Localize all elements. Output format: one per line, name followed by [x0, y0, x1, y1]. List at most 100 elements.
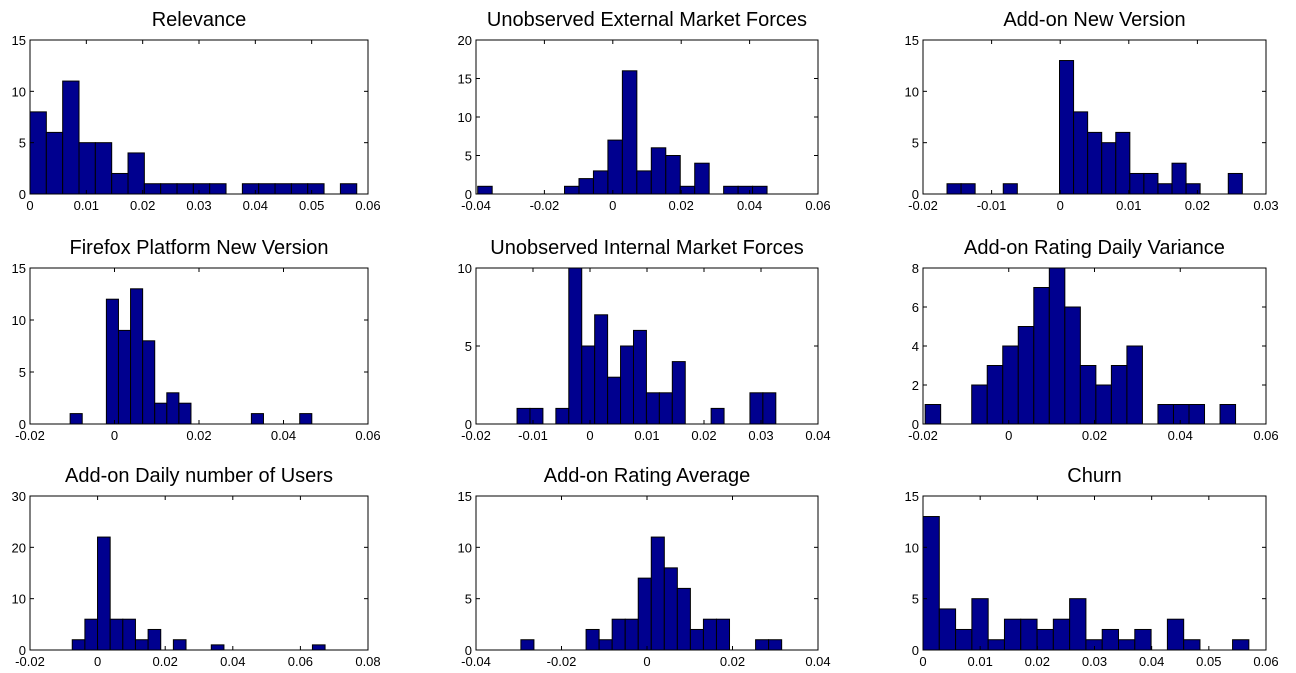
y-tick-label: 5: [465, 149, 472, 164]
histogram-bar: [689, 628, 704, 651]
histogram-bar: [1073, 111, 1089, 195]
histogram-bar: [1188, 404, 1206, 425]
histogram-bar: [1002, 345, 1019, 425]
histogram-bar: [1157, 404, 1174, 425]
y-tick-label: 10: [458, 261, 472, 276]
y-tick-label: 15: [458, 72, 472, 87]
x-tick-label: 0.03: [1253, 198, 1278, 213]
y-tick-label: 2: [912, 378, 919, 393]
y-tick-label: 0: [19, 187, 26, 202]
x-tick-label: 0.02: [691, 428, 716, 443]
x-tick-label: 0.01: [1116, 198, 1141, 213]
y-tick-label: 10: [12, 592, 26, 607]
y-tick-label: 10: [12, 84, 26, 99]
histogram-bar: [130, 288, 144, 425]
histogram-bar: [1143, 172, 1159, 195]
x-tick-label: -0.02: [15, 428, 45, 443]
histogram-bar: [1064, 306, 1081, 425]
x-tick-label: 0.06: [355, 428, 380, 443]
histogram-panel: -0.02 -0.01 0 0.01 0.02 0.03 0 5 10 15 Add-on New …: [905, 9, 1279, 213]
x-tick-label: 0.01: [74, 198, 99, 213]
x-tick-label: 0.02: [153, 654, 178, 669]
histogram-panel: 0 0.01 0.02 0.03 0.04 0.05 0.06 0 5 10 15 Relevance: [12, 9, 381, 213]
histogram-bar: [311, 644, 326, 651]
histogram-bar: [1171, 162, 1187, 195]
x-tick-label: 0.06: [1253, 428, 1278, 443]
histogram-bar: [69, 413, 83, 425]
chart-title: Add-on New Version: [1003, 9, 1185, 31]
histogram-bar: [143, 183, 162, 195]
x-tick-label: 0.04: [737, 198, 762, 213]
histogram-bar: [1101, 142, 1117, 195]
y-tick-label: 0: [465, 417, 472, 432]
histogram-bar: [1129, 172, 1145, 195]
x-tick-label: -0.02: [908, 428, 938, 443]
x-tick-label: 0: [1057, 198, 1064, 213]
histogram-bar: [1134, 628, 1152, 651]
x-tick-label: 0: [1005, 428, 1012, 443]
histogram-bar: [1101, 628, 1120, 651]
histogram-bar: [607, 376, 622, 425]
histogram-bar: [1166, 618, 1185, 651]
histogram-bar: [715, 618, 731, 651]
histogram-bar: [520, 639, 535, 651]
x-tick-label: 0.02: [1025, 654, 1050, 669]
y-tick-label: 5: [19, 365, 26, 380]
histogram-bar: [755, 639, 770, 651]
histogram-bar: [1232, 639, 1250, 651]
y-tick-label: 8: [912, 261, 919, 276]
axes-frame: [29, 267, 369, 425]
histogram-bar: [598, 639, 613, 651]
y-tick-label: 6: [912, 300, 919, 315]
x-tick-label: -0.02: [461, 428, 491, 443]
histogram-bar: [1002, 183, 1018, 195]
x-tick-label: -0.02: [530, 198, 560, 213]
histogram-bar: [632, 329, 647, 425]
histogram-bar: [142, 340, 156, 425]
histogram-bar: [274, 183, 292, 195]
histogram-bar: [1017, 326, 1035, 425]
histogram-bar: [299, 413, 313, 425]
chart-title: Unobserved External Market Forces: [487, 9, 807, 31]
histogram-bar: [45, 131, 64, 195]
y-tick-label: 15: [458, 489, 472, 504]
y-tick-label: 0: [912, 417, 919, 432]
histogram-bar: [1059, 60, 1075, 195]
histogram-bar: [1095, 384, 1112, 425]
histogram-bar: [624, 618, 639, 651]
histogram-panel: -0.02 -0.01 0 0.01 0.02 0.03 0.04 0 5 10 Unobserve…: [458, 237, 831, 443]
histogram-bar: [568, 267, 583, 425]
histogram-bar: [62, 80, 80, 195]
histogram-bar: [694, 162, 710, 195]
x-tick-label: -0.01: [977, 198, 1007, 213]
x-tick-label: 0: [586, 428, 593, 443]
histogram-bar: [178, 402, 192, 425]
histogram-bar: [127, 152, 145, 195]
histogram-bar: [762, 392, 777, 425]
y-tick-label: 5: [912, 592, 919, 607]
histogram-bar: [1036, 628, 1054, 651]
histogram-bar: [1172, 404, 1190, 425]
histogram-bar: [1115, 131, 1131, 195]
x-tick-label: 0: [643, 654, 650, 669]
histogram-bar: [581, 345, 596, 425]
x-tick-label: 0.02: [186, 428, 211, 443]
histogram-bar: [241, 183, 260, 195]
histogram-bar: [971, 598, 989, 651]
histogram-bar: [209, 183, 227, 195]
x-tick-label: 0.04: [243, 198, 268, 213]
x-tick-label: 0.02: [669, 198, 694, 213]
histogram-bar: [172, 639, 187, 651]
histogram-bar: [166, 392, 180, 425]
x-tick-label: 0.06: [355, 198, 380, 213]
histogram-bar: [960, 183, 976, 195]
y-tick-label: 10: [905, 540, 919, 555]
y-tick-label: 0: [912, 643, 919, 658]
y-tick-label: 20: [12, 540, 26, 555]
x-tick-label: 0.06: [805, 198, 830, 213]
histogram-bar: [1020, 618, 1038, 651]
chart-title: Relevance: [152, 9, 247, 31]
y-tick-label: 0: [19, 417, 26, 432]
x-tick-label: 0.02: [720, 654, 745, 669]
histogram-bar: [1110, 365, 1128, 425]
